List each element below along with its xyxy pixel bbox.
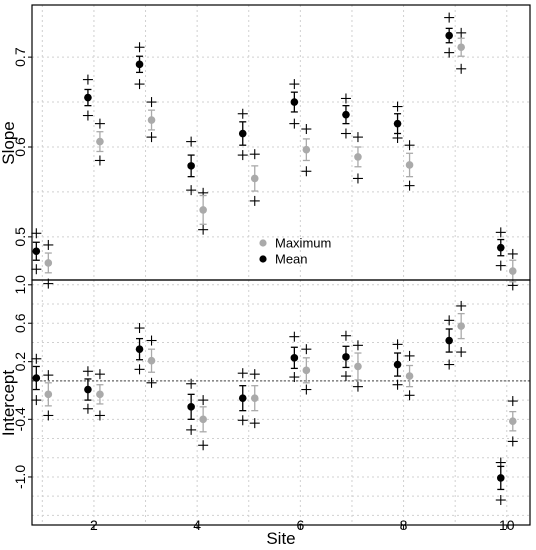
slope-tick-labels: 0.5 0.6 0.7: [12, 47, 32, 247]
intercept-tick-label: 0.6: [12, 313, 28, 333]
intercept-tick-labels: -1.0 -0.4 0.2 0.6 1.0: [12, 275, 32, 489]
mean-point: [135, 345, 144, 353]
mean-point: [496, 474, 505, 482]
slope-tick-label: 0.5: [12, 227, 28, 247]
slope-tick-label: 0.6: [12, 137, 28, 157]
maximum-point: [199, 206, 207, 214]
slope-tick-label: 0.7: [12, 47, 28, 67]
maximum-point: [405, 372, 414, 380]
legend-marker-mean: [259, 255, 267, 263]
mean-point: [342, 353, 350, 361]
mean-point: [393, 360, 402, 369]
maximum-point: [457, 43, 465, 52]
mean-point: [32, 374, 41, 382]
maximum-point: [250, 394, 259, 402]
maximum-point: [508, 417, 517, 426]
bottom-panel-marks: [31, 300, 518, 506]
maximum-point: [302, 366, 311, 375]
maximum-point: [457, 322, 465, 330]
maximum-point: [96, 390, 104, 399]
mean-point: [290, 98, 299, 106]
maximum-point: [405, 161, 414, 169]
maximum-point: [44, 259, 53, 267]
mean-point: [238, 129, 247, 138]
maximum-point: [147, 356, 156, 365]
mean-point: [238, 394, 247, 402]
intercept-tick-label: 0.2: [12, 352, 28, 372]
intercept-tick-label: 1.0: [12, 275, 28, 295]
intercept-tick-label: -0.4: [12, 407, 28, 431]
mean-point: [445, 31, 453, 40]
top-panel-marks: [31, 12, 518, 291]
legend-marker-maximum: [259, 239, 267, 247]
mean-point: [135, 60, 144, 69]
mean-point: [342, 110, 350, 119]
maximum-point: [354, 362, 362, 371]
mean-point: [445, 336, 453, 345]
maximum-point: [354, 153, 362, 161]
mean-point: [187, 162, 195, 170]
intercept-tick-label: -1.0: [12, 465, 28, 489]
x-axis-title: Site: [266, 529, 295, 548]
mean-point: [290, 354, 299, 362]
maximum-point: [508, 267, 517, 275]
mean-point: [32, 247, 41, 256]
maximum-point: [199, 415, 207, 424]
legend: Maximum Mean: [259, 236, 331, 267]
mean-point: [187, 403, 195, 411]
maximum-point: [44, 390, 53, 399]
legend-label-mean: Mean: [275, 252, 308, 267]
mean-point: [393, 119, 402, 128]
legend-label-maximum: Maximum: [275, 236, 331, 251]
mean-point: [496, 243, 505, 252]
mean-point: [84, 385, 92, 394]
bottom-panel-grid: [32, 280, 530, 525]
maximum-point: [250, 174, 259, 183]
top-panel-grid: [32, 5, 530, 280]
bottom-panel-frame: [31, 279, 531, 526]
maximum-point: [96, 137, 104, 146]
maximum-point: [147, 116, 156, 124]
y-axis-title-slope: Slope: [0, 121, 18, 164]
maximum-point: [302, 145, 311, 154]
mean-point: [84, 93, 92, 102]
y-axis-title-intercept: Intercept: [0, 370, 18, 436]
